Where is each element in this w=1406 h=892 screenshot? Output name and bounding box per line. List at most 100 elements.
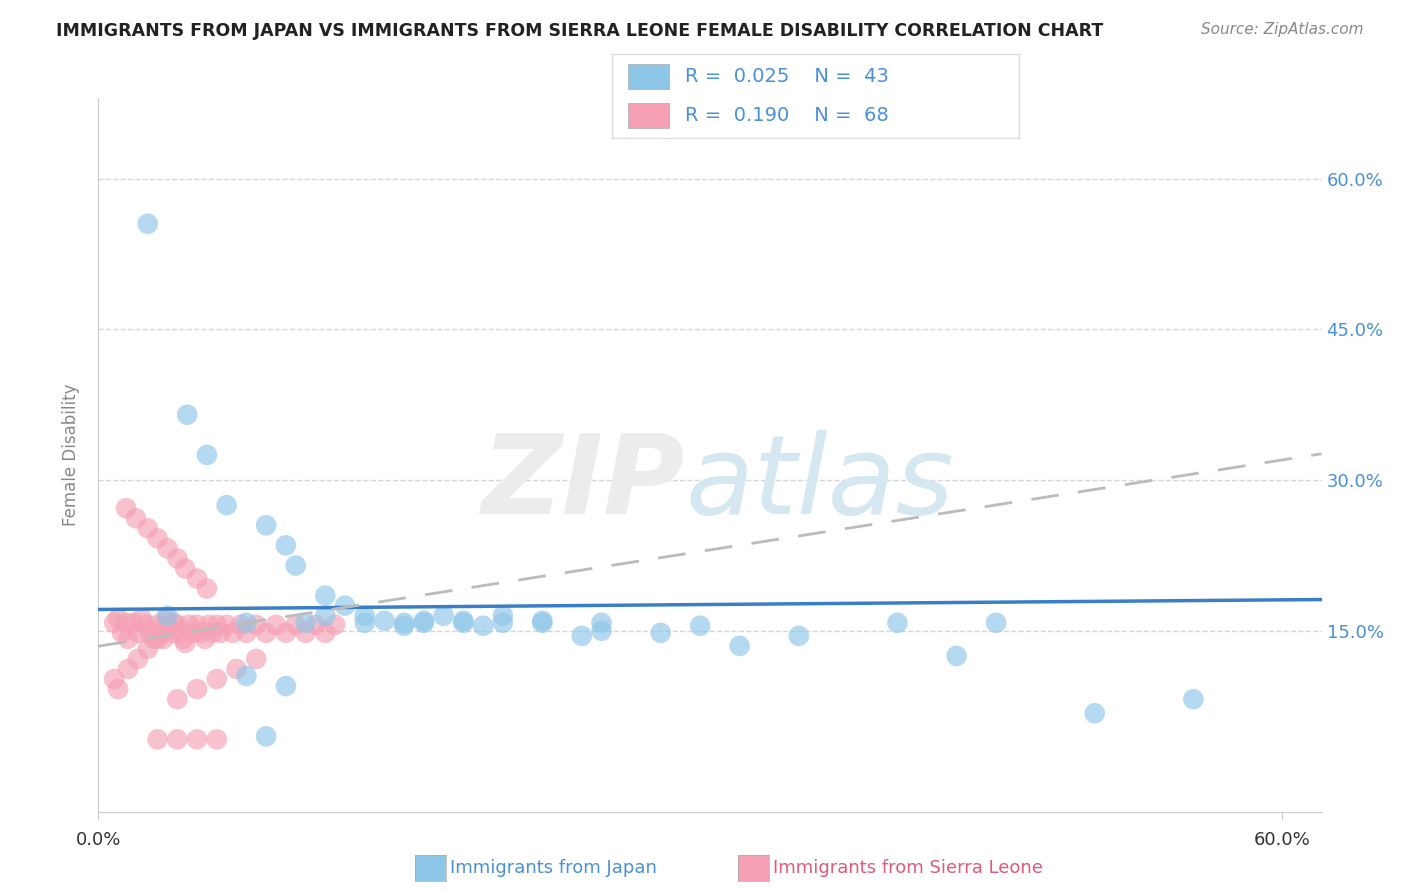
Point xyxy=(453,614,475,628)
Point xyxy=(103,672,125,686)
Point xyxy=(111,625,134,640)
Text: Source: ZipAtlas.com: Source: ZipAtlas.com xyxy=(1201,22,1364,37)
Point xyxy=(107,612,129,626)
Point xyxy=(274,625,297,640)
Point xyxy=(728,639,751,653)
Point xyxy=(353,615,375,630)
Text: Immigrants from Japan: Immigrants from Japan xyxy=(450,859,657,877)
Point xyxy=(181,625,204,640)
Point xyxy=(186,732,208,747)
Point xyxy=(323,617,346,632)
Text: Immigrants from Sierra Leone: Immigrants from Sierra Leone xyxy=(773,859,1043,877)
Point xyxy=(176,408,198,422)
Point xyxy=(591,624,613,638)
Point xyxy=(373,614,395,628)
Point xyxy=(245,617,267,632)
Point xyxy=(235,615,257,630)
Point xyxy=(531,615,554,630)
Point xyxy=(186,682,208,697)
Point xyxy=(127,652,149,666)
Point xyxy=(254,729,277,743)
Point xyxy=(107,682,129,697)
Point xyxy=(205,732,228,747)
Point xyxy=(254,625,277,640)
Point xyxy=(235,625,257,640)
Point xyxy=(190,625,212,640)
Point xyxy=(392,619,416,633)
Point xyxy=(179,617,201,632)
Point xyxy=(472,619,495,633)
Point xyxy=(162,615,184,630)
Point xyxy=(166,617,188,632)
Text: IMMIGRANTS FROM JAPAN VS IMMIGRANTS FROM SIERRA LEONE FEMALE DISABILITY CORRELAT: IMMIGRANTS FROM JAPAN VS IMMIGRANTS FROM… xyxy=(56,22,1104,40)
Point xyxy=(156,617,179,632)
Y-axis label: Female Disability: Female Disability xyxy=(62,384,80,526)
Point xyxy=(166,732,188,747)
Point xyxy=(650,625,672,640)
Point xyxy=(984,615,1007,630)
Point xyxy=(136,641,159,656)
Point xyxy=(392,615,416,630)
Point xyxy=(294,625,316,640)
Point xyxy=(225,662,247,676)
Point xyxy=(274,679,297,693)
Point xyxy=(215,498,238,512)
Point xyxy=(492,615,515,630)
Point xyxy=(453,615,475,630)
Point xyxy=(492,608,515,623)
Point xyxy=(945,648,967,663)
Point xyxy=(1182,692,1205,706)
Point xyxy=(136,521,159,535)
Text: R =  0.190    N =  68: R = 0.190 N = 68 xyxy=(685,106,889,125)
Point xyxy=(174,561,197,575)
Point xyxy=(198,617,221,632)
Point xyxy=(304,617,326,632)
Point xyxy=(166,551,188,566)
Point xyxy=(174,636,197,650)
Point xyxy=(142,632,165,646)
Point xyxy=(195,448,218,462)
Point xyxy=(1084,706,1107,721)
Point xyxy=(201,625,224,640)
Point xyxy=(531,614,554,628)
Point xyxy=(146,632,169,646)
Text: atlas: atlas xyxy=(686,430,955,537)
Point xyxy=(314,608,336,623)
Point xyxy=(235,669,257,683)
Point xyxy=(127,625,149,640)
Point xyxy=(156,541,179,556)
Point xyxy=(689,619,711,633)
Point xyxy=(433,608,456,623)
Bar xyxy=(628,103,669,128)
Bar xyxy=(628,63,669,89)
Point xyxy=(146,532,169,546)
Point xyxy=(146,732,169,747)
Point xyxy=(146,617,169,632)
Point xyxy=(294,615,316,630)
Point xyxy=(333,599,356,613)
Point xyxy=(215,617,238,632)
Point xyxy=(115,615,138,630)
Point xyxy=(194,632,217,646)
Point xyxy=(131,612,153,626)
Point xyxy=(117,662,139,676)
Point xyxy=(156,608,179,623)
Point xyxy=(413,614,436,628)
Point xyxy=(166,692,188,706)
Point xyxy=(186,572,208,586)
Point xyxy=(170,625,193,640)
Point xyxy=(314,625,336,640)
Point xyxy=(314,589,336,603)
Point xyxy=(274,538,297,552)
Point xyxy=(254,518,277,533)
Point xyxy=(229,617,252,632)
Point xyxy=(284,617,307,632)
Text: ZIP: ZIP xyxy=(482,430,686,537)
Point xyxy=(245,652,267,666)
Point xyxy=(787,629,810,643)
Point xyxy=(122,615,145,630)
Point xyxy=(205,617,228,632)
Point xyxy=(172,632,194,646)
Point xyxy=(209,625,232,640)
Point xyxy=(264,617,287,632)
